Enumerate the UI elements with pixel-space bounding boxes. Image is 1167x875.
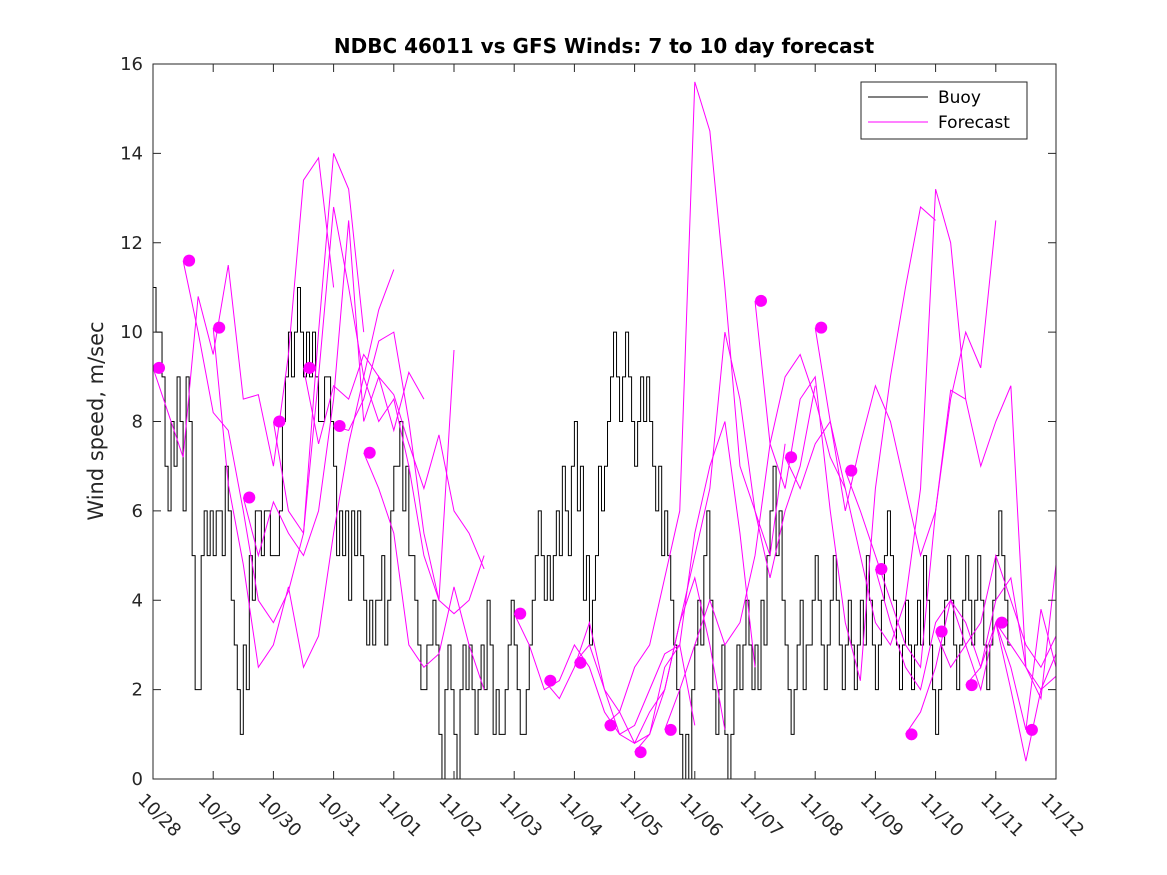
y-tick-label: 8: [132, 412, 143, 433]
forecast-run-line: [574, 421, 756, 744]
y-tick-label: 16: [120, 54, 143, 75]
forecast-marker: [845, 464, 858, 477]
forecast-marker: [544, 674, 557, 687]
forecast-marker: [935, 625, 948, 638]
legend-forecast-label: Forecast: [938, 113, 1010, 133]
forecast-marker: [213, 321, 226, 334]
forecast-run-line: [844, 385, 1027, 669]
chart-title: NDBC 46011 vs GFS Winds: 7 to 10 day for…: [334, 34, 875, 58]
forecast-marker: [303, 361, 316, 374]
forecast-run-line: [995, 609, 1057, 730]
plot-area: [152, 63, 1057, 780]
forecast-marker: [574, 656, 587, 669]
y-tick-label: 14: [120, 143, 143, 164]
forecast-marker: [995, 616, 1008, 629]
plot-background: [153, 64, 1056, 779]
forecast-marker: [273, 415, 286, 428]
forecast-run-line: [513, 613, 696, 735]
forecast-run-line: [303, 353, 485, 570]
forecast-marker: [153, 361, 166, 374]
y-axis-label: Wind speed, m/sec: [84, 321, 108, 520]
forecast-run-line: [152, 156, 335, 467]
forecast-run-line: [754, 206, 936, 681]
forecast-run-line: [182, 153, 365, 624]
forecast-marker: [514, 607, 527, 620]
forecast-series: [152, 81, 1057, 762]
forecast-marker: [664, 723, 677, 736]
forecast-marker: [604, 719, 617, 732]
forecast-marker: [333, 419, 346, 432]
forecast-marker: [1025, 723, 1038, 736]
forecast-marker: [875, 562, 888, 575]
forecast-marker: [363, 446, 376, 459]
forecast-run-line: [242, 220, 425, 558]
buoy-series: [153, 286, 1011, 780]
y-tick-label: 0: [132, 769, 143, 790]
y-tick-label: 4: [132, 590, 143, 611]
forecast-marker: [243, 491, 256, 504]
y-axis: 0 2 4 6 8 10 12 14 16: [120, 54, 1056, 790]
forecast-run-line: [634, 332, 816, 753]
forecast-run-line: [333, 331, 485, 615]
forecast-marker: [634, 746, 647, 759]
forecast-run-line: [784, 188, 967, 647]
legend-box: [860, 81, 1028, 140]
forecast-markers: [153, 254, 1038, 759]
forecast-marker: [965, 679, 978, 692]
forecast-marker: [815, 321, 828, 334]
y-tick-label: 12: [120, 233, 143, 254]
forecast-marker: [785, 451, 798, 464]
y-tick-label: 10: [120, 322, 143, 343]
y-tick-label: 2: [132, 680, 143, 701]
buoy-line: [153, 286, 1011, 780]
forecast-run-line: [664, 353, 846, 731]
legend: Buoy Forecast: [860, 81, 1028, 140]
forecast-run-line: [965, 620, 1057, 762]
forecast-run-line: [272, 206, 455, 601]
y-tick-label: 6: [132, 501, 143, 522]
forecast-run-line: [363, 452, 485, 690]
forecast-marker: [183, 254, 196, 267]
forecast-run-line: [905, 553, 1057, 735]
forecast-run-line: [814, 220, 997, 558]
forecast-marker: [905, 728, 918, 741]
legend-buoy-label: Buoy: [938, 88, 981, 108]
forecast-marker: [755, 294, 768, 307]
